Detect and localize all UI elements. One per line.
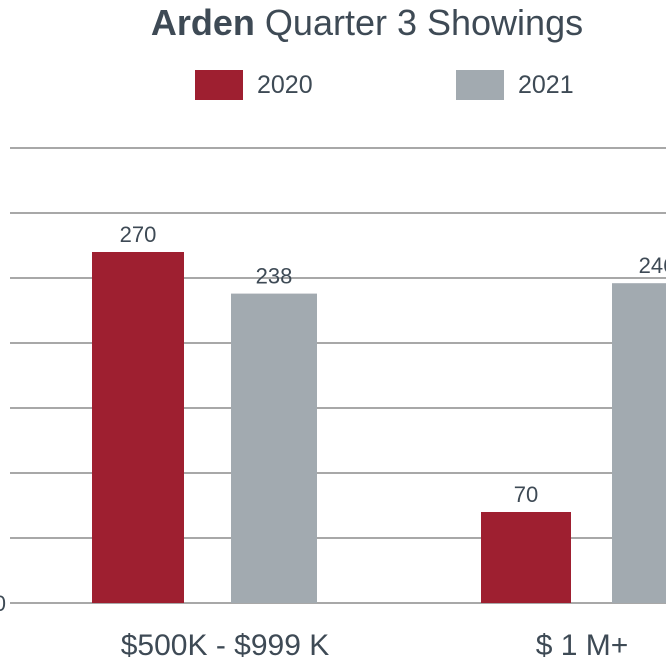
legend-item-2021: 2021 — [456, 70, 574, 100]
y-tick-label: 0 — [0, 591, 6, 616]
bar-2020-1 — [481, 512, 571, 603]
data-label-2021-0: 238 — [256, 264, 293, 289]
legend-label-2020: 2020 — [257, 70, 313, 99]
legend-item-2020: 2020 — [195, 70, 313, 100]
legend-label-2021: 2021 — [518, 70, 574, 99]
x-category-label: $500K - $999 K — [121, 629, 330, 662]
legend-swatch-2020 — [195, 70, 243, 100]
bar-2020-0 — [92, 252, 184, 603]
data-label-2021-1: 246 — [639, 253, 666, 278]
bar-2021-1 — [612, 283, 666, 603]
title-bold: Arden — [150, 2, 255, 43]
data-label-2020-0: 270 — [120, 222, 157, 247]
legend-swatch-2021 — [456, 70, 504, 100]
chart-title: Arden Quarter 3 Showings — [0, 2, 666, 44]
x-category-label: $ 1 M+ — [536, 629, 629, 662]
data-label-2020-1: 70 — [514, 482, 538, 507]
title-rest: Quarter 3 Showings — [264, 2, 584, 43]
bar-2021-0 — [231, 293, 317, 603]
